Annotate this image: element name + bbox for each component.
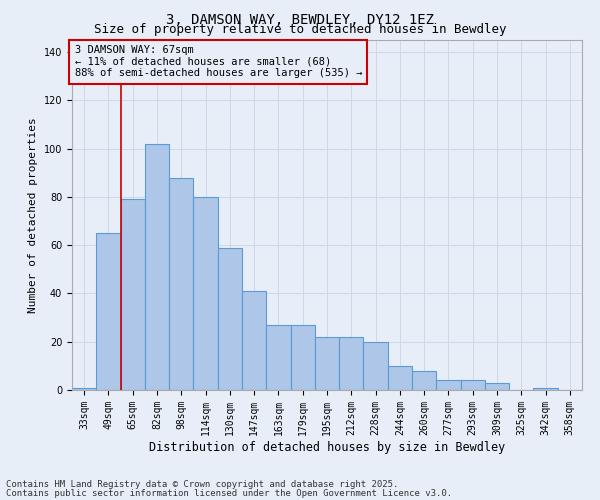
Bar [461, 380, 485, 390]
Bar [339, 337, 364, 390]
Bar [169, 178, 193, 390]
Bar [121, 200, 145, 390]
Bar [412, 370, 436, 390]
Bar [290, 325, 315, 390]
Bar [242, 291, 266, 390]
Bar [533, 388, 558, 390]
Bar [364, 342, 388, 390]
Bar [218, 248, 242, 390]
Bar [193, 197, 218, 390]
Text: 3 DAMSON WAY: 67sqm
← 11% of detached houses are smaller (68)
88% of semi-detach: 3 DAMSON WAY: 67sqm ← 11% of detached ho… [74, 46, 362, 78]
X-axis label: Distribution of detached houses by size in Bewdley: Distribution of detached houses by size … [149, 440, 505, 454]
Bar [436, 380, 461, 390]
Text: Contains public sector information licensed under the Open Government Licence v3: Contains public sector information licen… [6, 488, 452, 498]
Bar [315, 337, 339, 390]
Bar [72, 388, 96, 390]
Bar [96, 233, 121, 390]
Bar [388, 366, 412, 390]
Text: Size of property relative to detached houses in Bewdley: Size of property relative to detached ho… [94, 22, 506, 36]
Bar [485, 383, 509, 390]
Text: Contains HM Land Registry data © Crown copyright and database right 2025.: Contains HM Land Registry data © Crown c… [6, 480, 398, 489]
Bar [266, 325, 290, 390]
Bar [145, 144, 169, 390]
Y-axis label: Number of detached properties: Number of detached properties [28, 117, 38, 313]
Text: 3, DAMSON WAY, BEWDLEY, DY12 1EZ: 3, DAMSON WAY, BEWDLEY, DY12 1EZ [166, 12, 434, 26]
